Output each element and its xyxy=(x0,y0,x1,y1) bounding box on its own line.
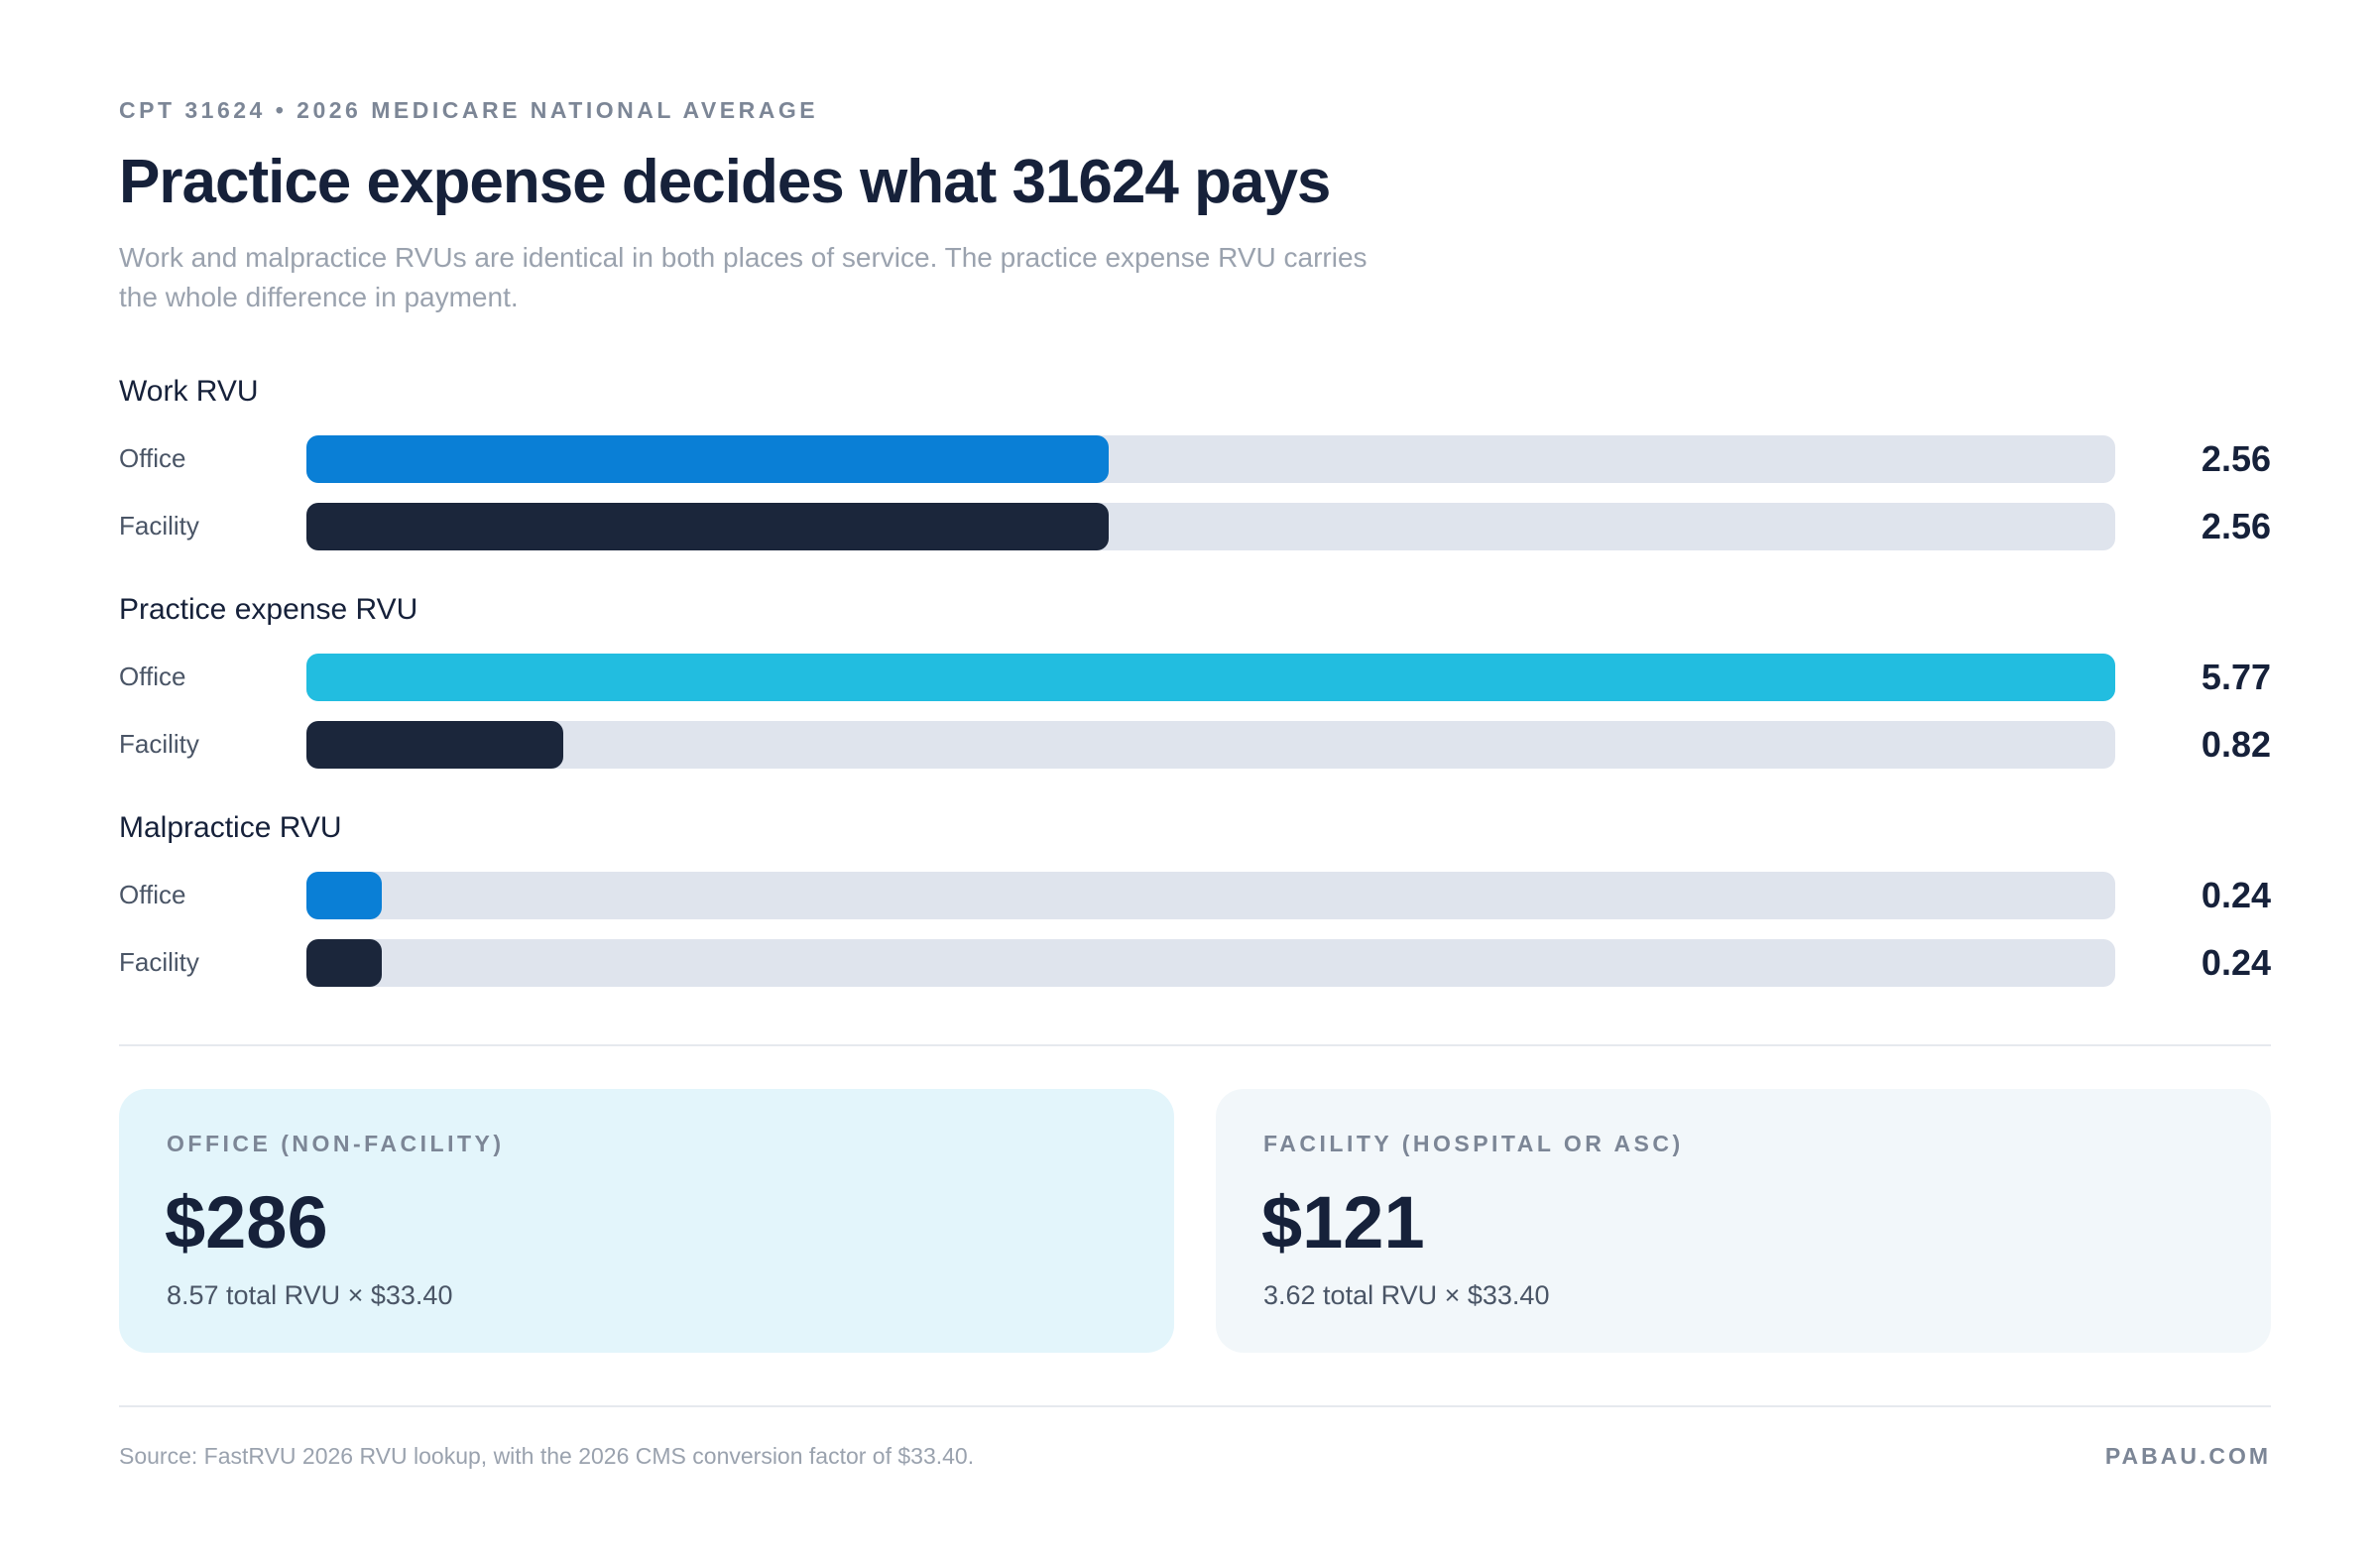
bar xyxy=(306,872,382,919)
bar-track xyxy=(306,435,2115,483)
summary-card: FACILITY (HOSPITAL OR ASC) $121 3.62 total… xyxy=(1216,1089,2271,1353)
bar xyxy=(306,503,1110,550)
row-label: Facility xyxy=(119,511,199,541)
bar xyxy=(306,721,564,769)
bar-track xyxy=(306,503,2115,550)
bar xyxy=(306,939,382,987)
value-label: 2.56 xyxy=(2201,506,2271,546)
source-note: Source: FastRVU 2026 RVU lookup, with th… xyxy=(119,1443,975,1469)
summary-card: OFFICE (NON-FACILITY) $286 8.57 total RVU … xyxy=(119,1089,1174,1353)
bar xyxy=(306,654,2115,701)
bar-track xyxy=(306,654,2115,701)
card-label: OFFICE (NON-FACILITY) xyxy=(167,1131,505,1156)
row-label: Office xyxy=(119,443,186,473)
row-label: Facility xyxy=(119,947,199,977)
bar-track xyxy=(306,872,2115,919)
row-label: Office xyxy=(119,880,186,909)
row-label: Office xyxy=(119,661,186,691)
card-detail: 3.62 total RVU × $33.40 xyxy=(1263,1280,1550,1310)
card-amount: $121 xyxy=(1261,1181,1425,1263)
divider xyxy=(119,1405,2271,1407)
value-label: 2.56 xyxy=(2201,438,2271,479)
value-label: 5.77 xyxy=(2201,657,2271,697)
bar-track xyxy=(306,721,2115,769)
card-detail: 8.57 total RVU × $33.40 xyxy=(167,1280,453,1310)
value-label: 0.82 xyxy=(2201,724,2271,765)
card-amount: $286 xyxy=(165,1181,328,1263)
bar xyxy=(306,435,1110,483)
group-label: Practice expense RVU xyxy=(119,593,418,626)
group-label: Malpractice RVU xyxy=(119,811,342,844)
card-label: FACILITY (HOSPITAL OR ASC) xyxy=(1263,1131,1684,1156)
value-label: 0.24 xyxy=(2201,942,2271,983)
bar-track xyxy=(306,939,2115,987)
chart-subtitle: Work and malpractice RVUs are identical … xyxy=(119,242,1368,312)
brand: PABAU.COM xyxy=(2104,1443,2271,1469)
group-label: Work RVU xyxy=(119,375,259,408)
divider xyxy=(119,1044,2271,1046)
row-label: Facility xyxy=(119,729,199,759)
value-label: 0.24 xyxy=(2201,875,2271,915)
chart-title: Practice expense decides what 31624 pays xyxy=(119,148,1331,216)
eyebrow: CPT 31624 • 2026 MEDICARE NATIONAL AVERA… xyxy=(119,97,819,123)
